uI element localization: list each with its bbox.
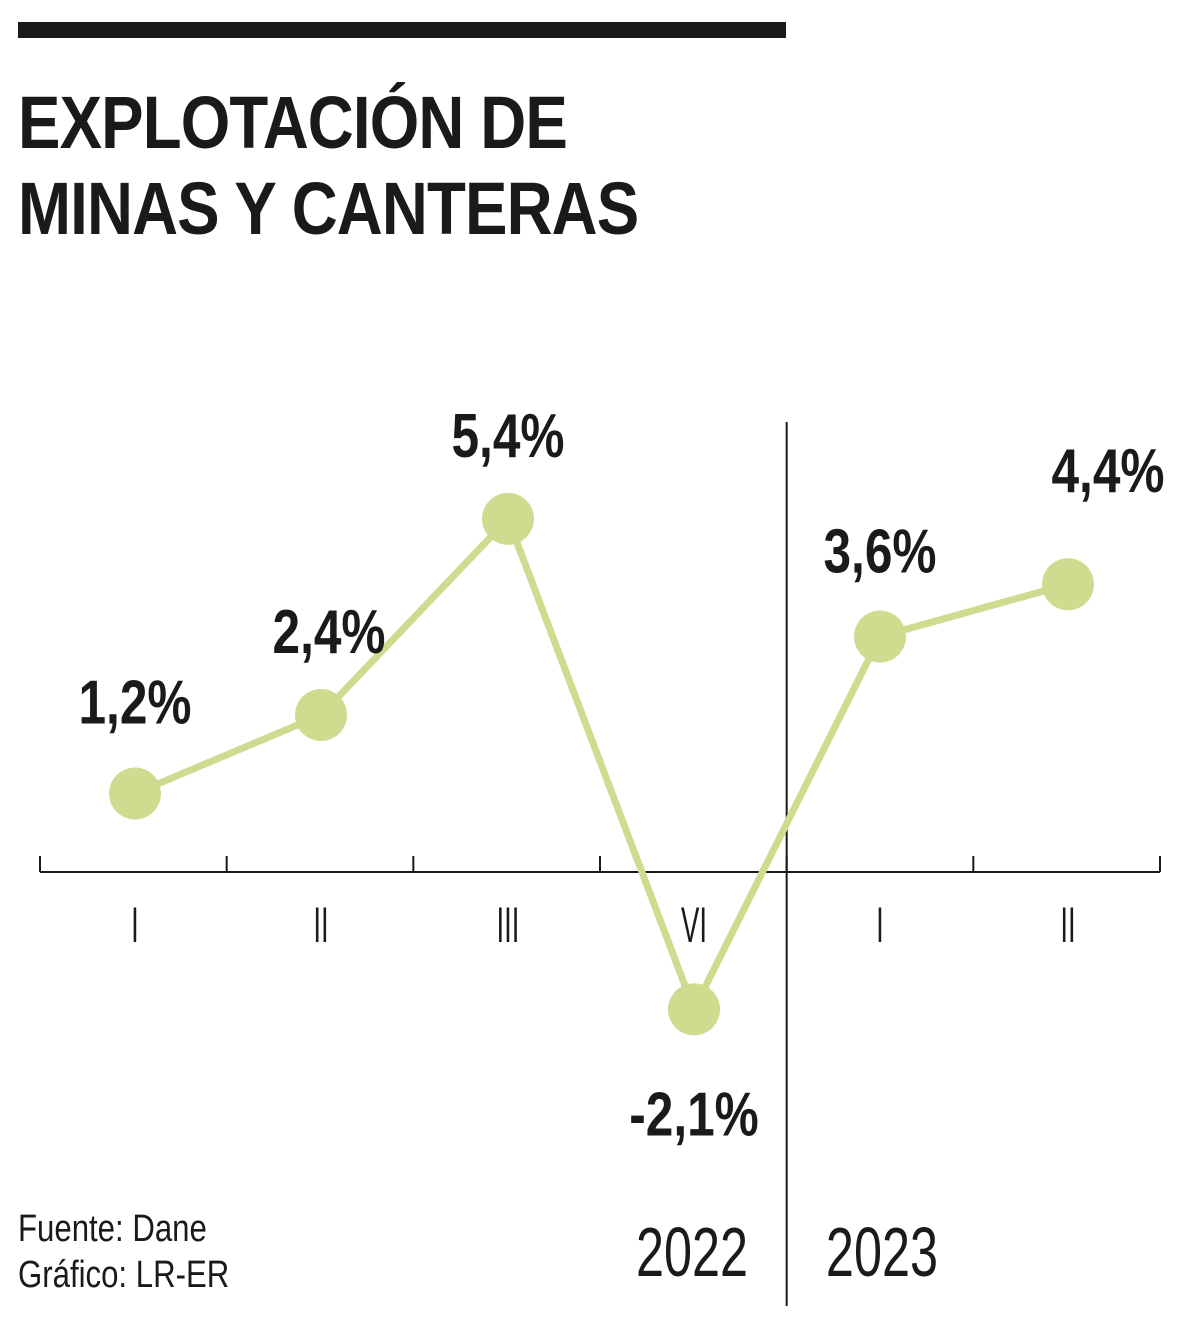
data-point [295, 689, 347, 742]
title-line-1: EXPLOTACIÓN DE [18, 81, 568, 164]
data-label: 1,2% [78, 667, 191, 737]
data-point [668, 983, 720, 1036]
data-label: 5,4% [451, 401, 564, 471]
data-point [1042, 558, 1094, 611]
data-label: 4,4% [1051, 436, 1164, 506]
top-rule [18, 22, 786, 38]
data-point [482, 492, 534, 545]
footer: Fuente: Dane Gráfico: LR-ER [18, 1206, 229, 1298]
x-tick-label: III [497, 896, 520, 953]
x-tick-label: II [313, 896, 328, 953]
x-tick-label: I [131, 896, 139, 953]
title-line-2: MINAS Y CANTERAS [18, 167, 639, 250]
credit-note: Gráfico: LR-ER [18, 1254, 230, 1296]
x-tick-label: VI [681, 896, 707, 953]
series-line [133, 512, 1069, 1019]
x-tick-label: I [876, 896, 884, 953]
data-label: 2,4% [272, 597, 385, 667]
source-note: Fuente: Dane [18, 1208, 207, 1250]
x-tick-label: II [1060, 896, 1075, 953]
chart-title: EXPLOTACIÓN DE MINAS Y CANTERAS [18, 80, 706, 252]
data-point [109, 767, 161, 820]
data-label: 3,6% [823, 516, 936, 586]
year-label-2022: 2022 [636, 1213, 748, 1291]
data-point [854, 610, 906, 663]
data-label: -2,1% [629, 1079, 759, 1149]
year-label-2023: 2023 [826, 1213, 938, 1291]
